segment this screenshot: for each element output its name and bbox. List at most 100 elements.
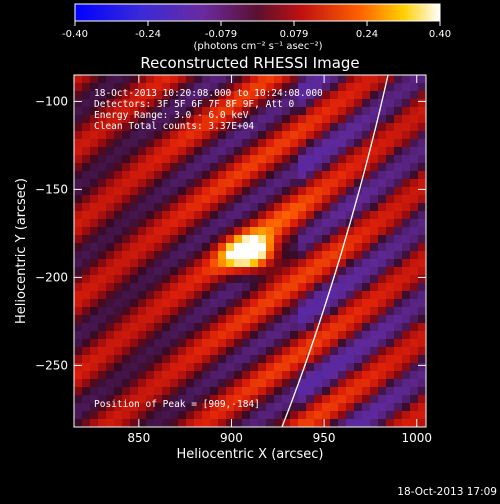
heatmap-cell (370, 259, 379, 268)
heatmap-cell (242, 219, 251, 228)
heatmap-cell (122, 91, 131, 100)
heatmap-cell (218, 219, 227, 228)
heatmap-cell (226, 419, 235, 427)
heatmap-cell (194, 243, 203, 252)
heatmap-cell (170, 155, 179, 164)
x-tick-label: 850 (127, 431, 150, 445)
heatmap-cell (210, 227, 219, 236)
heatmap-cell (282, 187, 291, 196)
heatmap-cell (74, 283, 83, 292)
heatmap-cell (138, 211, 147, 220)
heatmap-cell (346, 299, 355, 308)
heatmap-cell (314, 307, 323, 316)
heatmap-cell (178, 267, 187, 276)
y-tick-label: −250 (35, 358, 68, 372)
heatmap-cell (130, 347, 139, 356)
heatmap-cell (226, 83, 235, 92)
heatmap-cell (106, 371, 115, 380)
heatmap-cell (250, 331, 259, 340)
heatmap-cell (234, 179, 243, 188)
heatmap-cell (130, 195, 139, 204)
heatmap-cell (346, 379, 355, 388)
heatmap-cell (250, 179, 259, 188)
heatmap-cell (186, 91, 195, 100)
heatmap-cell (298, 259, 307, 268)
heatmap-cell (282, 171, 291, 180)
heatmap-cell (274, 91, 283, 100)
heatmap-cell (250, 243, 259, 252)
heatmap-cell (298, 371, 307, 380)
heatmap-cell (90, 131, 99, 140)
heatmap-cell (106, 155, 115, 164)
heatmap-cell (106, 403, 115, 412)
heatmap-cell (170, 419, 179, 427)
heatmap-cell (306, 275, 315, 284)
heatmap-cell (306, 91, 315, 100)
heatmap-cell (114, 107, 123, 116)
heatmap-cell (98, 299, 107, 308)
heatmap-cell (338, 283, 347, 292)
heatmap-cell (362, 91, 371, 100)
heatmap-cell (274, 403, 283, 412)
heatmap-cell (98, 179, 107, 188)
heatmap-cell (170, 291, 179, 300)
heatmap-cell (258, 243, 267, 252)
heatmap-cell (106, 203, 115, 212)
heatmap-cell (106, 331, 115, 340)
heatmap-cell (170, 123, 179, 132)
heatmap-cell (370, 211, 379, 220)
heatmap-cell (362, 307, 371, 316)
heatmap-cell (370, 283, 379, 292)
heatmap-cell (298, 275, 307, 284)
heatmap-cell (362, 235, 371, 244)
heatmap-cell (394, 347, 403, 356)
heatmap-cell (194, 179, 203, 188)
heatmap-cell (170, 379, 179, 388)
heatmap-cell (386, 99, 395, 108)
heatmap-cell (394, 147, 403, 156)
heatmap-cell (290, 347, 299, 356)
heatmap-cell (418, 299, 426, 308)
heatmap-cell (138, 155, 147, 164)
heatmap-cell (146, 203, 155, 212)
heatmap-cell (98, 75, 107, 84)
heatmap-cell (210, 235, 219, 244)
heatmap-cell (170, 99, 179, 108)
heatmap-cell (290, 299, 299, 308)
heatmap-cell (306, 299, 315, 308)
heatmap-cell (226, 91, 235, 100)
heatmap-cell (394, 107, 403, 116)
heatmap-cell (298, 299, 307, 308)
heatmap-cell (178, 419, 187, 427)
heatmap-cell (274, 251, 283, 260)
heatmap-cell (346, 307, 355, 316)
heatmap-cell (394, 195, 403, 204)
heatmap-cell (330, 259, 339, 268)
heatmap-cell (314, 299, 323, 308)
heatmap-cell (338, 339, 347, 348)
heatmap-cell (122, 331, 131, 340)
heatmap-cell (242, 83, 251, 92)
heatmap-cell (82, 211, 91, 220)
heatmap-cell (290, 219, 299, 228)
heatmap-cell (370, 115, 379, 124)
heatmap-cell (162, 379, 171, 388)
heatmap-cell (266, 275, 275, 284)
heatmap-cell (274, 331, 283, 340)
heatmap-cell (186, 347, 195, 356)
heatmap-cell (282, 363, 291, 372)
colorbar-tick-label: 0.40 (429, 29, 451, 40)
heatmap-cell (370, 107, 379, 116)
heatmap-cell (106, 163, 115, 172)
heatmap-cell (98, 83, 107, 92)
heatmap-cell (234, 235, 243, 244)
heatmap-cell (98, 379, 107, 388)
heatmap-cell (186, 243, 195, 252)
heatmap-cell (266, 235, 275, 244)
heatmap-cell (130, 419, 139, 427)
heatmap-cell (306, 315, 315, 324)
heatmap-cell (274, 347, 283, 356)
heatmap-cell (82, 147, 91, 156)
heatmap-cell (346, 363, 355, 372)
heatmap-cell (82, 363, 91, 372)
